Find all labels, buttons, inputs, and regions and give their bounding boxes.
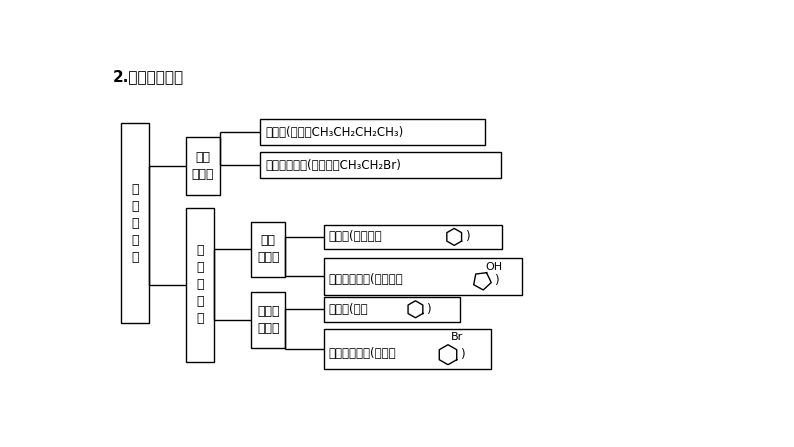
Text: 有
机
化
合
物: 有 机 化 合 物 <box>131 182 139 264</box>
Bar <box>260 119 485 145</box>
Text: OH: OH <box>485 261 503 271</box>
Text: 脂环
化合物: 脂环 化合物 <box>257 234 279 264</box>
Text: 脂环烃(如环己烷: 脂环烃(如环己烷 <box>329 230 382 244</box>
Bar <box>251 292 285 348</box>
Text: 芳香烃衍生物(如溴苯: 芳香烃衍生物(如溴苯 <box>329 347 396 360</box>
Text: ): ) <box>494 274 499 287</box>
Bar <box>324 329 491 369</box>
Bar <box>186 208 214 362</box>
Text: 脂肪烃衍生物(如溴乙烷CH₃CH₂Br): 脂肪烃衍生物(如溴乙烷CH₃CH₂Br) <box>265 159 401 172</box>
Bar <box>324 297 460 321</box>
Text: 芳香族
化合物: 芳香族 化合物 <box>257 305 279 335</box>
Text: ): ) <box>465 230 470 244</box>
Text: Br: Br <box>451 333 464 342</box>
Text: 芳香烃(如苯: 芳香烃(如苯 <box>329 303 368 316</box>
Bar <box>186 137 220 195</box>
Text: ): ) <box>426 303 431 316</box>
Text: ): ) <box>461 348 465 361</box>
Text: 脂肪烃(如丁烷CH₃CH₂CH₂CH₃): 脂肪烃(如丁烷CH₃CH₂CH₂CH₃) <box>265 126 403 139</box>
Text: 脂环烃衍生物(如环己醇: 脂环烃衍生物(如环己醇 <box>329 273 403 286</box>
Bar <box>251 222 285 277</box>
Text: 链状
化合物: 链状 化合物 <box>192 151 214 181</box>
Text: 2.按碳骨架分类: 2.按碳骨架分类 <box>114 69 184 84</box>
Bar <box>324 224 503 249</box>
Bar <box>324 257 522 295</box>
Text: 环
状
化
合
物: 环 状 化 合 物 <box>196 244 204 325</box>
Bar <box>260 152 501 178</box>
Bar <box>121 123 148 323</box>
